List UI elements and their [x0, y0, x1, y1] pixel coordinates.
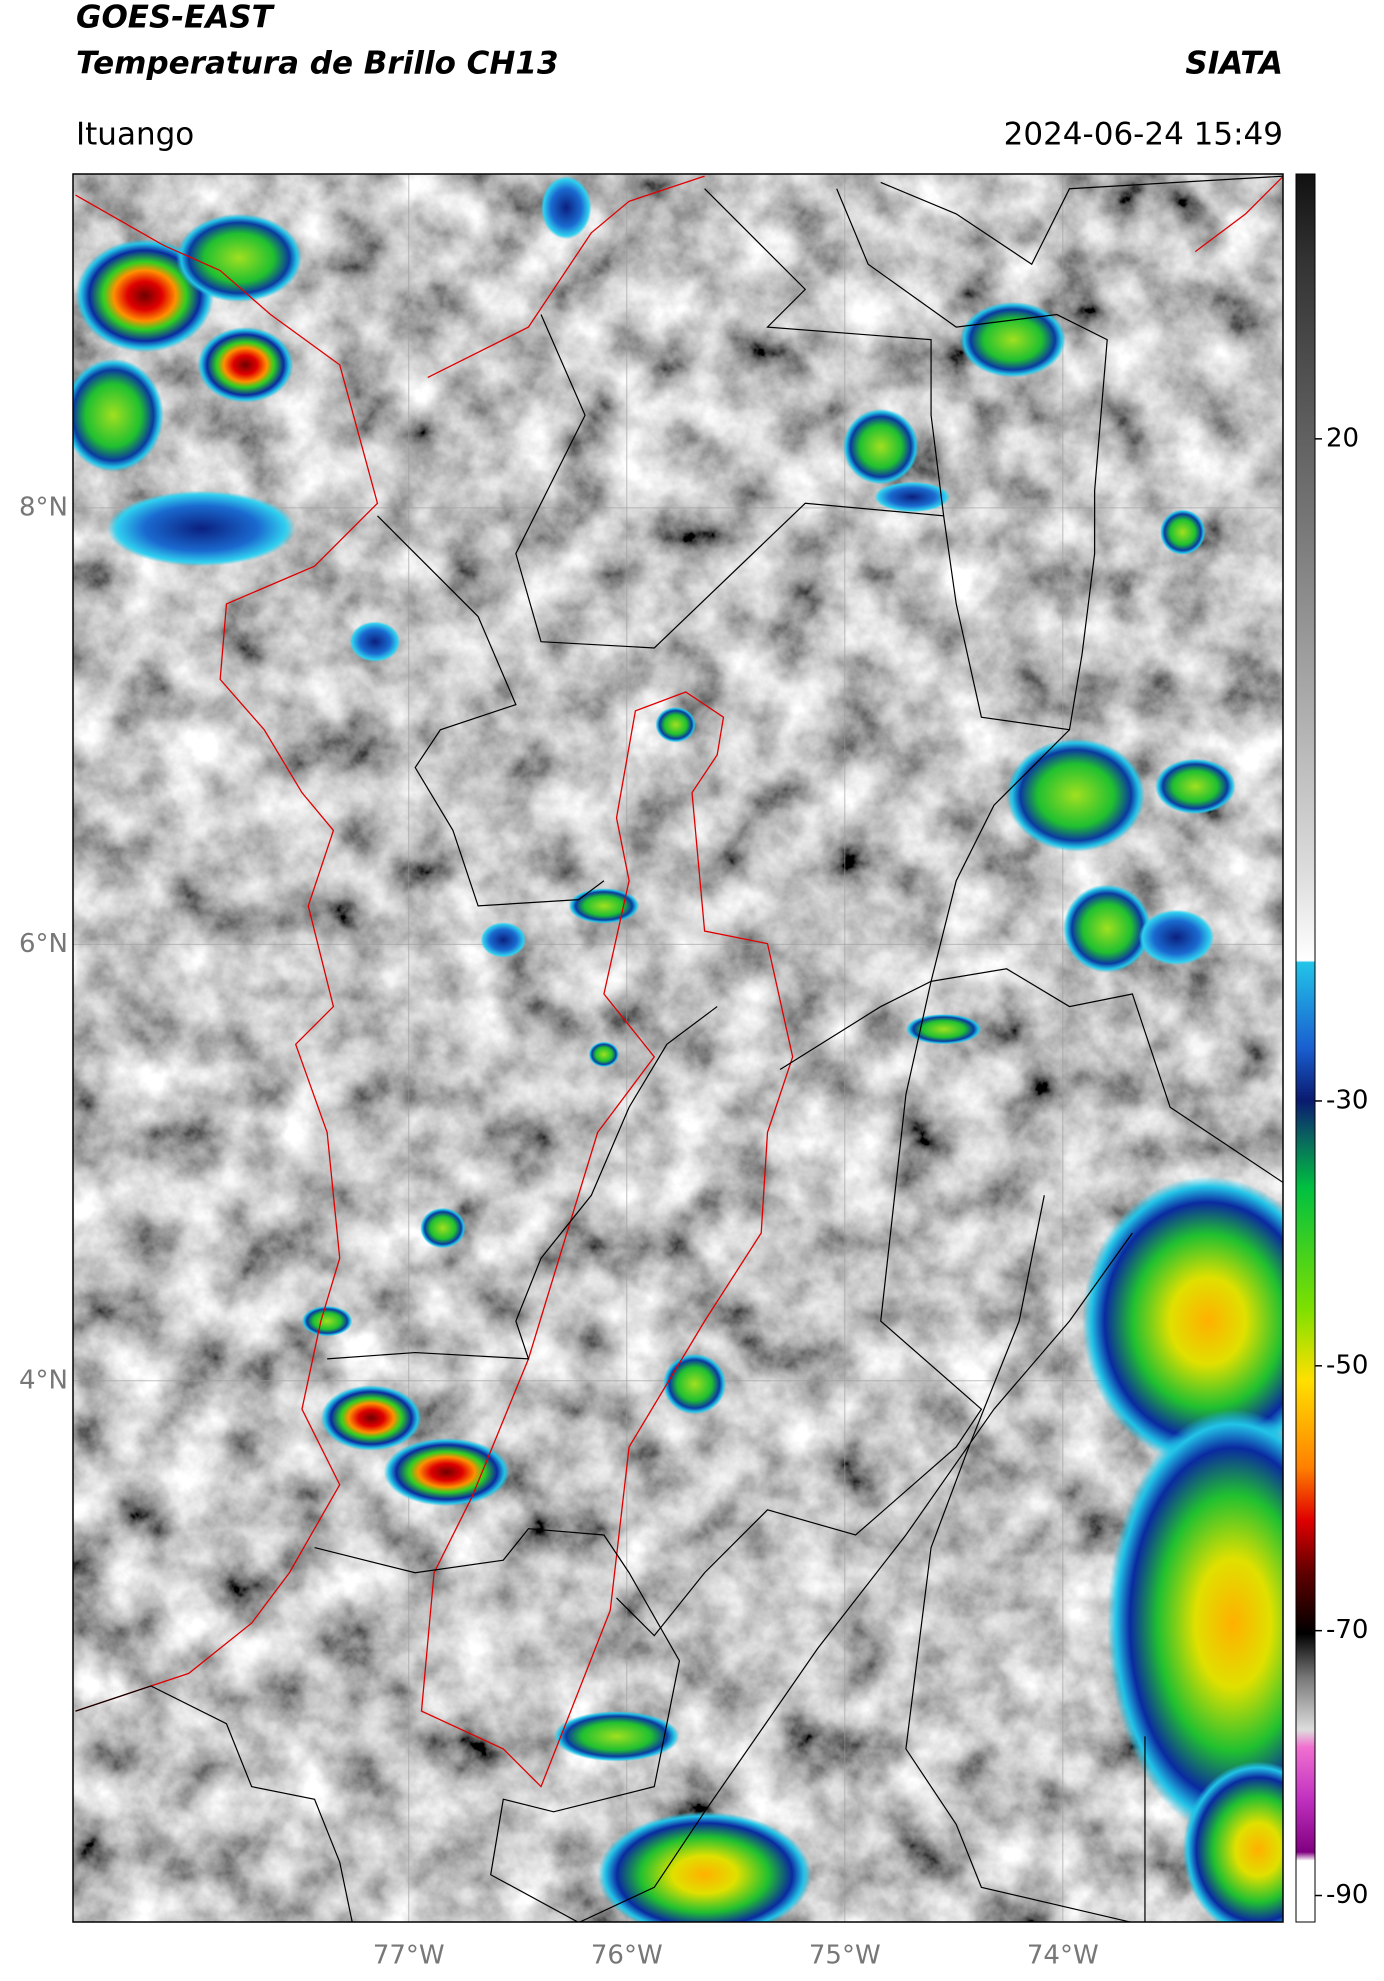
- colorbar: [1295, 173, 1316, 1923]
- axes: 77°W 76°W 75°W 74°W 8°N 6°N 4°N 20 -30 -50 -70 -90: [19, 423, 1368, 1970]
- x-tick-label: 76°W: [591, 1941, 663, 1971]
- borders: [75, 176, 1283, 1922]
- cloud-texture: [73, 174, 1283, 1922]
- colorbar-tick-label: -70: [1326, 1615, 1368, 1645]
- colorbar-tick-label: 20: [1326, 423, 1359, 453]
- x-tick-label: 77°W: [373, 1941, 445, 1971]
- y-tick-label: 6°N: [19, 929, 68, 959]
- colorbar-tick-label: -90: [1326, 1880, 1368, 1910]
- location: Ituango: [76, 117, 194, 153]
- brand: SIATA: [1185, 46, 1283, 82]
- y-tick-label: 4°N: [19, 1365, 68, 1395]
- x-tick-label: 75°W: [809, 1941, 881, 1971]
- map-frame: [72, 173, 1284, 1923]
- storms: [73, 176, 1283, 1922]
- colorbar-tick-label: -50: [1326, 1350, 1368, 1380]
- x-tick-label: 74°W: [1027, 1941, 1099, 1971]
- colorbar-tick-label: -30: [1326, 1085, 1368, 1115]
- title: GOES-EAST: [76, 0, 276, 36]
- timestamp: 2024-06-24 15:49: [1004, 117, 1283, 153]
- map-image: [73, 174, 1283, 1922]
- grid: [73, 174, 1283, 1922]
- y-tick-label: 8°N: [19, 492, 68, 522]
- subtitle: Temperatura de Brillo CH13: [76, 46, 559, 82]
